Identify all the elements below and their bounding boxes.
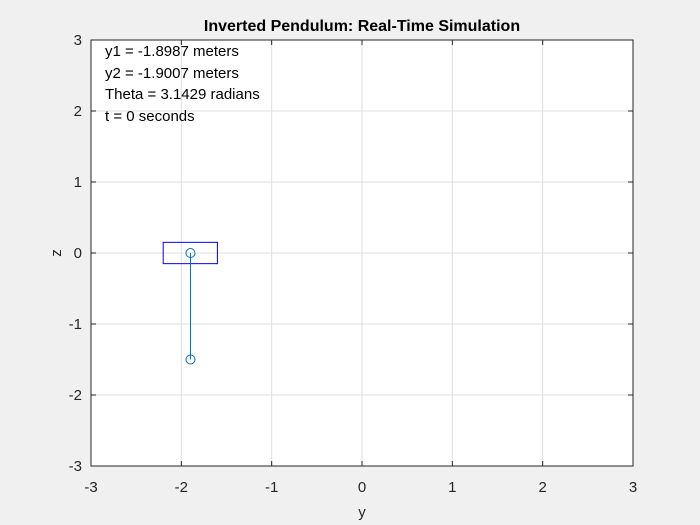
- annotation-y1: y1 = -1.8987 meters: [105, 43, 239, 60]
- plot-area: [162, 241, 218, 365]
- ticks: -3 -2 -1 0 1 2 3 -3 -2 -1 0 1 2 3: [69, 32, 638, 496]
- x-tick-label: 1: [448, 479, 456, 496]
- y-axis-label: z: [48, 249, 65, 257]
- annotation-theta: Theta = 3.1429 radians: [105, 86, 260, 103]
- x-axis-label: y: [358, 504, 366, 521]
- y-tick-label: -2: [69, 387, 82, 404]
- y-tick-label: 0: [74, 245, 82, 262]
- bob-marker: [185, 354, 196, 365]
- y-tick-label: 1: [74, 174, 82, 191]
- x-tick-label: -2: [175, 479, 188, 496]
- y-tick-label: -1: [69, 316, 82, 333]
- annotation-y2: y2 = -1.9007 meters: [105, 65, 239, 82]
- x-tick-label: 3: [629, 479, 637, 496]
- x-tick-label: -3: [84, 479, 97, 496]
- pivot-marker: [185, 248, 196, 258]
- chart-title: Inverted Pendulum: Real-Time Simulation: [204, 18, 520, 35]
- annotation-block: y1 = -1.8987 meters y2 = -1.9007 meters …: [105, 43, 260, 125]
- annotation-time: t = 0 seconds: [105, 108, 195, 125]
- y-tick-label: 2: [74, 103, 82, 120]
- x-tick-label: 2: [538, 479, 546, 496]
- y-tick-label: -3: [69, 458, 82, 475]
- x-tick-label: -1: [265, 479, 278, 496]
- y-tick-label: 3: [74, 32, 82, 49]
- x-tick-label: 0: [358, 479, 366, 496]
